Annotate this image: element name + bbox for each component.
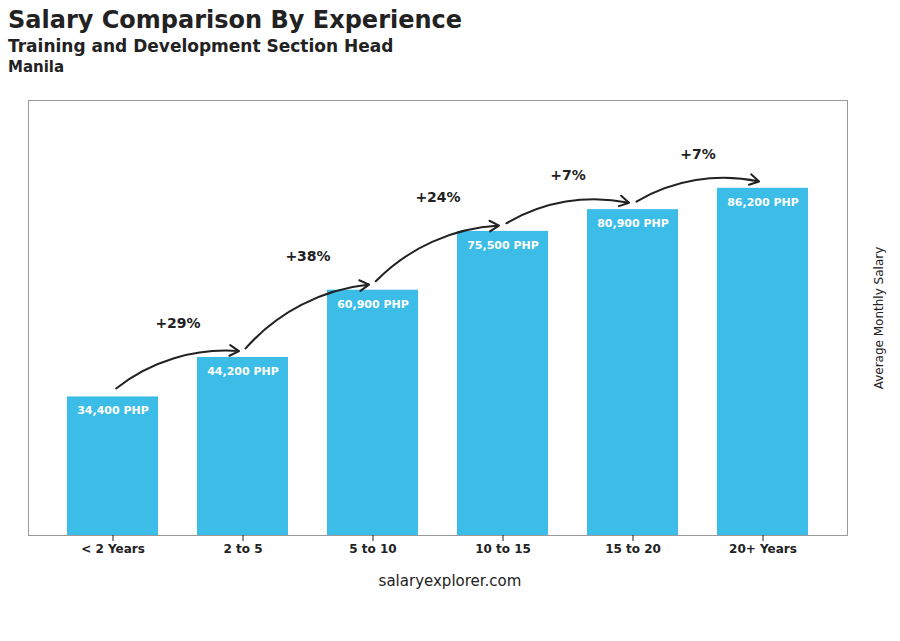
svg-text:5 to 10: 5 to 10: [349, 542, 396, 556]
html-text:Training and Development Secti: Training and Development Section Head: [8, 36, 394, 56]
svg-text:86,200 PHP: 86,200 PHP: [727, 196, 799, 209]
svg-text:80,900 PHP: 80,900 PHP: [597, 217, 669, 230]
svg-text:60,900 PHP: 60,900 PHP: [337, 298, 409, 311]
svg-text:< 2 Years: < 2 Years: [81, 542, 145, 556]
svg-text:34,400 PHP: 34,400 PHP: [77, 404, 149, 417]
svg-text:+38%: +38%: [285, 248, 330, 264]
html-text:Manila: Manila: [8, 58, 65, 76]
svg-text:+29%: +29%: [155, 315, 200, 331]
svg-text:44,200 PHP: 44,200 PHP: [207, 365, 279, 378]
html-text:Salary Comparison By Experienc: Salary Comparison By Experience: [8, 6, 463, 34]
svg-text:75,500 PHP: 75,500 PHP: [467, 239, 539, 252]
svg-text:+7%: +7%: [550, 167, 586, 183]
svg-text:2 to 5: 2 to 5: [223, 542, 262, 556]
svg-text:+24%: +24%: [415, 189, 460, 205]
svg-text:15 to 20: 15 to 20: [605, 542, 661, 556]
svg-text:20+ Years: 20+ Years: [729, 542, 797, 556]
svg-text:10 to 15: 10 to 15: [475, 542, 531, 556]
svg-text:Average Monthly Salary: Average Monthly Salary: [872, 247, 886, 390]
svg-text:+7%: +7%: [680, 146, 716, 162]
html-text:salaryexplorer.com: salaryexplorer.com: [378, 572, 522, 590]
